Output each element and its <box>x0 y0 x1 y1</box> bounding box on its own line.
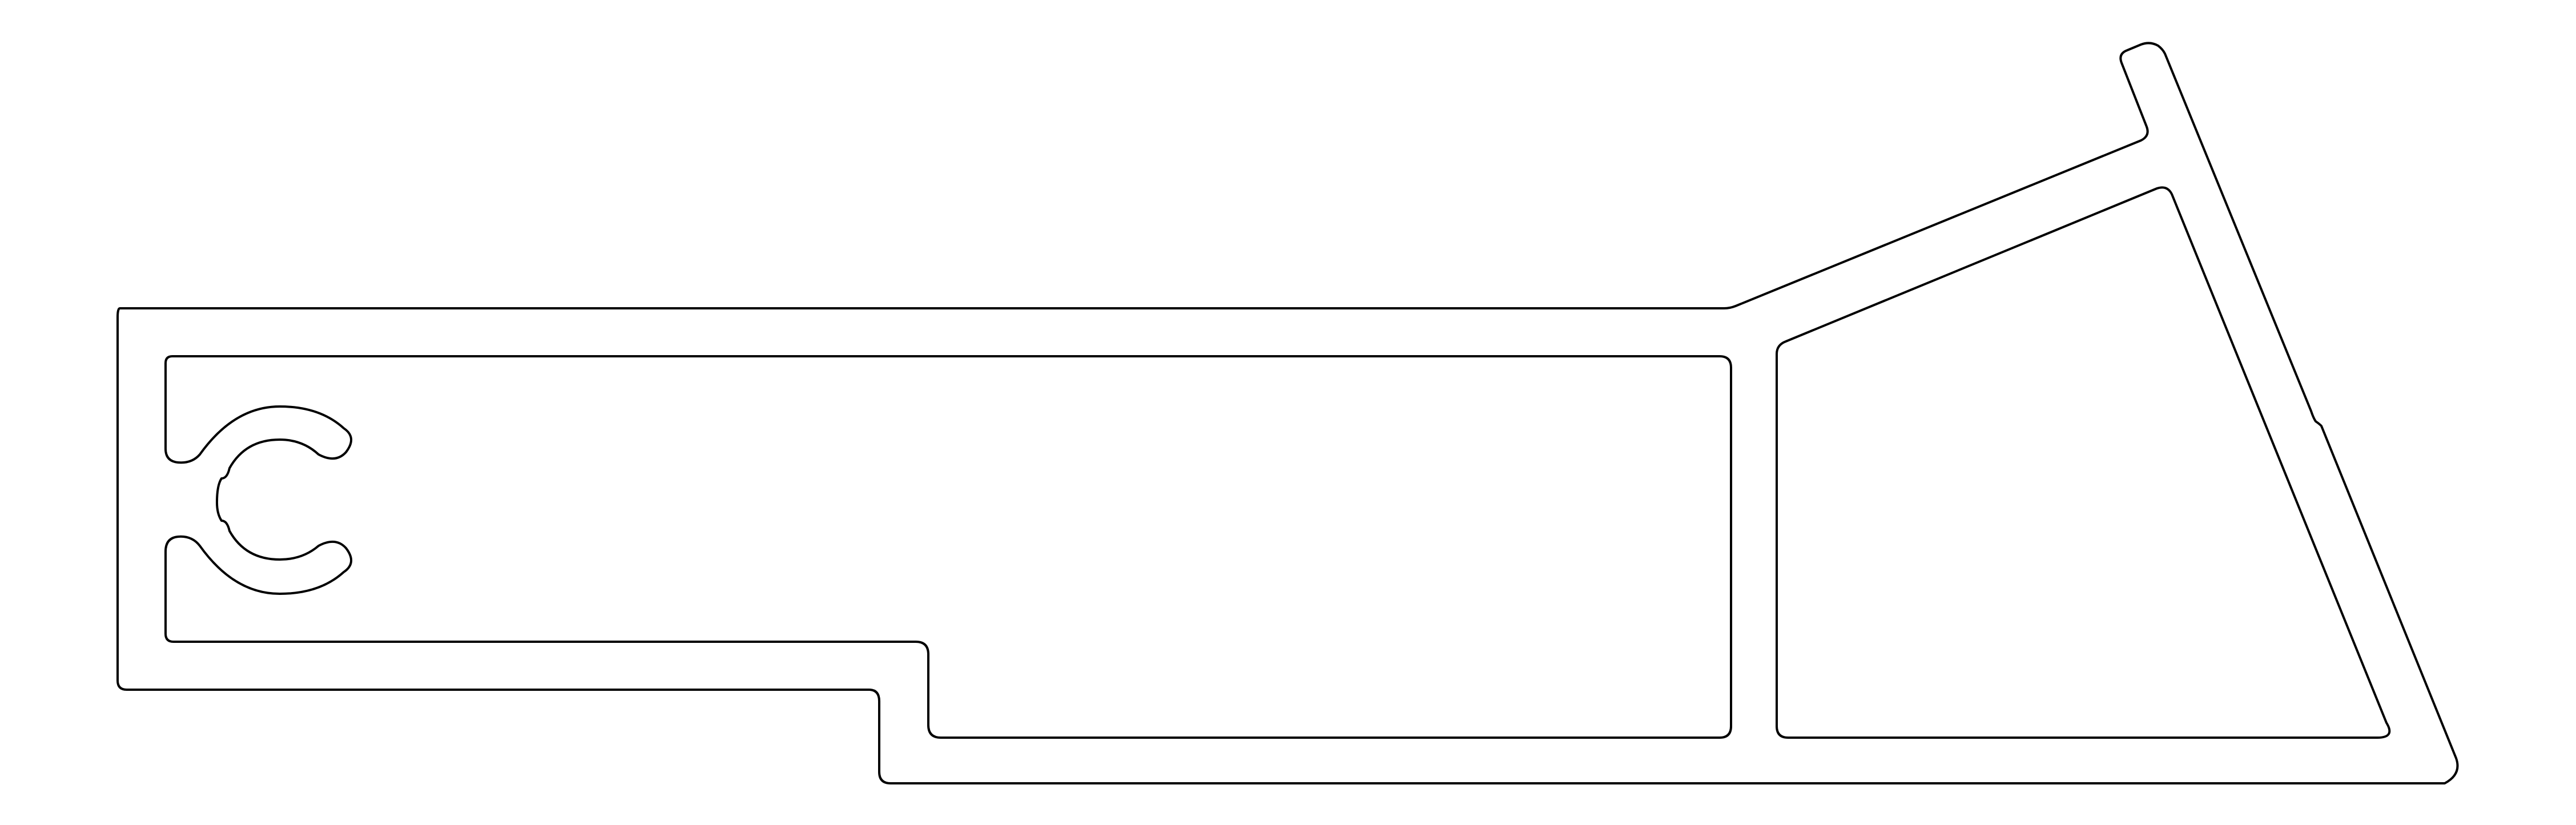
left-hollow-chamber <box>164 355 1732 739</box>
outer-contour <box>116 42 2459 784</box>
right-triangular-chamber <box>1776 186 2391 739</box>
